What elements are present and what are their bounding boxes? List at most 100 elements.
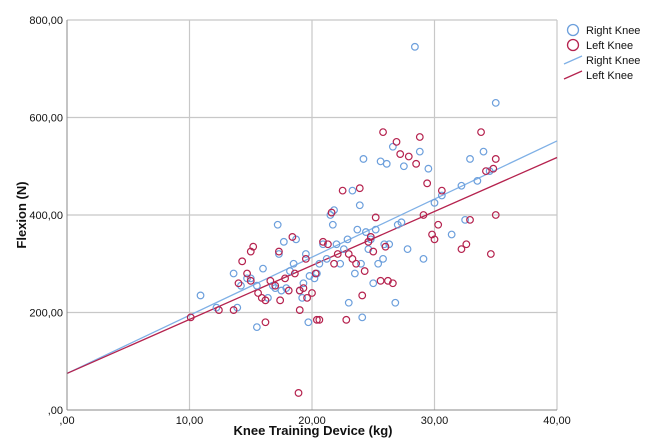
x-tick-label: 40,00 <box>543 415 571 427</box>
data-point-left-knee <box>482 167 490 176</box>
data-point-right-knee <box>369 279 378 288</box>
legend-marker-icon <box>566 38 580 52</box>
data-point-left-knee <box>342 315 351 324</box>
data-point-right-knee <box>411 42 419 51</box>
data-point-right-knee <box>397 218 406 227</box>
data-point-right-knee <box>252 323 261 332</box>
legend-label: Right Knee <box>586 55 640 67</box>
legend-line-icon <box>563 70 583 80</box>
data-point-right-knee <box>491 98 500 107</box>
data-point-left-knee <box>238 257 247 266</box>
legend-label: Left Knee <box>586 40 633 52</box>
data-point-left-knee <box>330 259 338 268</box>
data-point-left-knee <box>214 306 223 314</box>
legend-marker-icon <box>566 23 580 37</box>
data-point-right-knee <box>229 269 238 278</box>
data-point-left-knee <box>275 247 283 256</box>
y-tick-label: ,00 <box>48 405 63 417</box>
data-point-left-knee <box>311 269 320 278</box>
data-point-right-knee <box>466 155 474 163</box>
data-point-right-knee <box>273 220 282 229</box>
data-point-left-knee <box>299 284 308 293</box>
data-point-left-knee <box>477 128 485 137</box>
data-point-left-knee <box>371 213 380 222</box>
data-point-right-knee <box>301 250 310 258</box>
data-point-left-knee <box>352 259 361 268</box>
y-axis-title: Flexion (N) <box>14 181 29 248</box>
data-point-right-knee <box>415 147 424 156</box>
data-point-left-knee <box>315 315 324 324</box>
data-point-right-knee <box>315 259 324 268</box>
data-point-left-knee <box>288 233 297 241</box>
y-tick-label: 800,00 <box>29 15 63 27</box>
data-point-left-knee <box>261 318 270 327</box>
data-point-left-knee <box>276 296 285 305</box>
data-point-left-knee <box>186 313 195 322</box>
data-point-left-knee <box>360 267 369 275</box>
data-point-left-knee <box>308 289 316 297</box>
data-point-left-knee <box>249 242 258 251</box>
data-point-right-knee <box>339 245 348 254</box>
legend-label: Left Knee <box>586 70 633 82</box>
data-point-left-knee <box>344 250 353 258</box>
data-point-left-knee <box>294 389 303 397</box>
data-point-left-knee <box>392 137 401 146</box>
data-point-left-knee <box>313 315 321 324</box>
data-point-left-knee <box>355 184 364 193</box>
data-point-right-knee <box>279 237 288 246</box>
data-point-left-knee <box>491 155 500 163</box>
data-point-right-knee <box>196 291 205 300</box>
data-point-left-knee <box>327 208 336 217</box>
x-axis-title: Knee Training Device (kg) <box>234 423 393 438</box>
data-point-right-knee <box>246 274 255 283</box>
fit-line-right-knee <box>66 140 558 375</box>
data-point-right-knee <box>358 313 367 322</box>
data-point-left-knee <box>491 211 500 219</box>
data-point-right-knee <box>391 298 400 307</box>
data-point-left-knee <box>369 247 378 256</box>
data-point-left-knee <box>324 240 332 249</box>
legend-label: Right Knee <box>586 25 640 37</box>
data-point-left-knee <box>419 211 428 219</box>
data-point-right-knee <box>275 250 283 258</box>
data-point-right-knee <box>282 284 291 293</box>
data-point-right-knee <box>457 181 466 190</box>
data-point-left-knee <box>412 159 421 168</box>
data-point-left-knee <box>466 215 474 224</box>
data-point-left-knee <box>234 279 243 288</box>
data-point-right-knee <box>350 269 359 278</box>
data-point-right-knee <box>424 164 433 173</box>
data-point-right-knee <box>355 201 364 210</box>
data-point-right-knee <box>479 147 488 156</box>
x-tick-label: ,00 <box>59 415 74 427</box>
data-point-left-knee <box>388 279 397 288</box>
data-point-left-knee <box>376 276 385 285</box>
data-point-right-knee <box>461 215 470 224</box>
data-point-left-knee <box>290 269 299 278</box>
data-point-right-knee <box>343 235 352 244</box>
data-point-right-knee <box>237 281 245 290</box>
data-point-right-knee <box>371 225 380 234</box>
data-point-right-knee <box>379 254 387 263</box>
data-point-left-knee <box>366 233 375 241</box>
data-point-right-knee <box>359 155 368 163</box>
data-point-right-knee <box>437 191 446 200</box>
data-point-left-knee <box>489 164 498 173</box>
data-point-left-knee <box>430 235 439 244</box>
data-point-left-knee <box>254 289 263 297</box>
data-point-left-knee <box>486 250 495 258</box>
grid <box>67 19 558 410</box>
data-point-right-knee <box>330 206 338 215</box>
data-point-right-knee <box>430 198 439 207</box>
data-point-right-knee <box>328 220 337 229</box>
data-point-right-knee <box>259 264 267 273</box>
data-point-right-knee <box>289 259 298 268</box>
x-tick-label: 30,00 <box>421 415 449 427</box>
legend: Right Knee Left Knee Right Knee Left Knee <box>563 23 640 82</box>
data-point-right-knee <box>299 279 308 288</box>
axes <box>66 20 557 411</box>
data-point-left-knee <box>261 296 270 305</box>
data-point-left-knee <box>404 152 413 161</box>
data-point-left-knee <box>338 186 347 195</box>
